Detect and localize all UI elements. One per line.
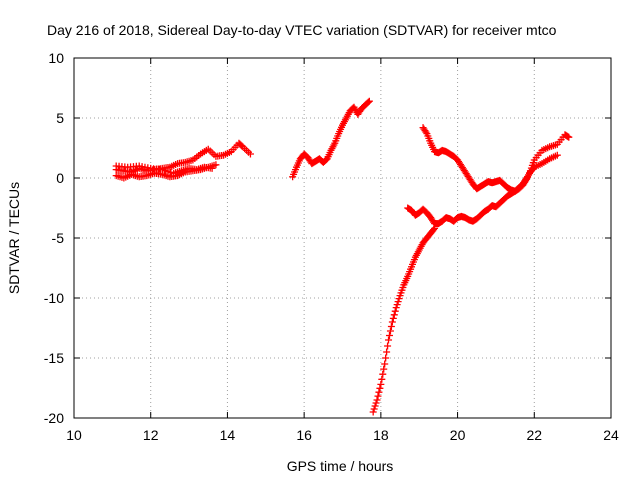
grid-lines bbox=[74, 58, 611, 418]
data-point bbox=[369, 408, 377, 416]
series-track-5 bbox=[419, 124, 573, 195]
data-point bbox=[386, 327, 394, 335]
data-point bbox=[391, 307, 399, 315]
data-point bbox=[378, 375, 386, 383]
data-point bbox=[553, 151, 561, 159]
data-point bbox=[208, 164, 216, 172]
chart-title: Day 216 of 2018, Sidereal Day-to-day VTE… bbox=[47, 22, 557, 38]
data-point bbox=[388, 318, 396, 326]
series-track-4 bbox=[404, 151, 561, 228]
data-point bbox=[422, 128, 430, 136]
data-point bbox=[376, 384, 384, 392]
x-axis-label: GPS time / hours bbox=[287, 458, 394, 474]
data-point bbox=[246, 150, 254, 158]
x-tick-label: 16 bbox=[296, 427, 312, 443]
x-tick-label: 14 bbox=[220, 427, 236, 443]
y-tick-label: -10 bbox=[44, 290, 64, 306]
y-tick-label: -15 bbox=[44, 350, 64, 366]
data-point bbox=[385, 336, 393, 344]
x-tick-label: 12 bbox=[143, 427, 159, 443]
x-tick-label: 22 bbox=[526, 427, 542, 443]
data-point bbox=[387, 323, 395, 330]
data-point bbox=[379, 370, 387, 378]
x-tick-label: 18 bbox=[373, 427, 389, 443]
series-track-3 bbox=[369, 224, 439, 416]
data-point bbox=[372, 399, 380, 407]
data-point bbox=[390, 311, 398, 319]
y-tick-label: 10 bbox=[48, 50, 64, 66]
data-point bbox=[374, 392, 382, 400]
y-tick-label: -5 bbox=[52, 230, 65, 246]
data-point bbox=[430, 226, 438, 234]
data-point bbox=[373, 396, 381, 404]
data-point bbox=[389, 314, 397, 322]
series-track-1a bbox=[112, 139, 254, 176]
y-tick-label: 0 bbox=[56, 170, 64, 186]
data-point bbox=[380, 365, 388, 373]
data-point bbox=[375, 388, 383, 396]
data-point bbox=[381, 360, 389, 368]
data-point bbox=[392, 304, 400, 312]
y-tick-label: -20 bbox=[44, 410, 64, 426]
data-point bbox=[395, 295, 403, 303]
data-point bbox=[212, 161, 220, 169]
y-tick-label: 5 bbox=[56, 110, 64, 126]
data-point bbox=[383, 348, 391, 356]
x-tick-label: 20 bbox=[450, 427, 466, 443]
data-point bbox=[393, 301, 401, 309]
data-point bbox=[371, 402, 379, 410]
x-tick-label: 10 bbox=[66, 427, 82, 443]
data-point bbox=[370, 405, 378, 413]
axis-ticks: 10 12 14 16 18 20 22 24 10 5 0 -5 -10 -15 -20 bbox=[44, 50, 619, 443]
data-point bbox=[522, 177, 530, 185]
series-track-1c bbox=[112, 162, 216, 177]
data-point bbox=[382, 354, 390, 362]
data-points bbox=[112, 97, 573, 416]
data-point bbox=[377, 380, 385, 388]
x-tick-label: 24 bbox=[603, 427, 619, 443]
data-point bbox=[384, 342, 392, 350]
data-point bbox=[365, 97, 373, 105]
data-point bbox=[394, 298, 402, 306]
y-axis-label: SDTVAR / TECUs bbox=[6, 182, 22, 294]
series-track-2 bbox=[289, 97, 373, 181]
data-point bbox=[385, 332, 393, 339]
data-point bbox=[565, 133, 573, 141]
data-point bbox=[364, 98, 372, 106]
